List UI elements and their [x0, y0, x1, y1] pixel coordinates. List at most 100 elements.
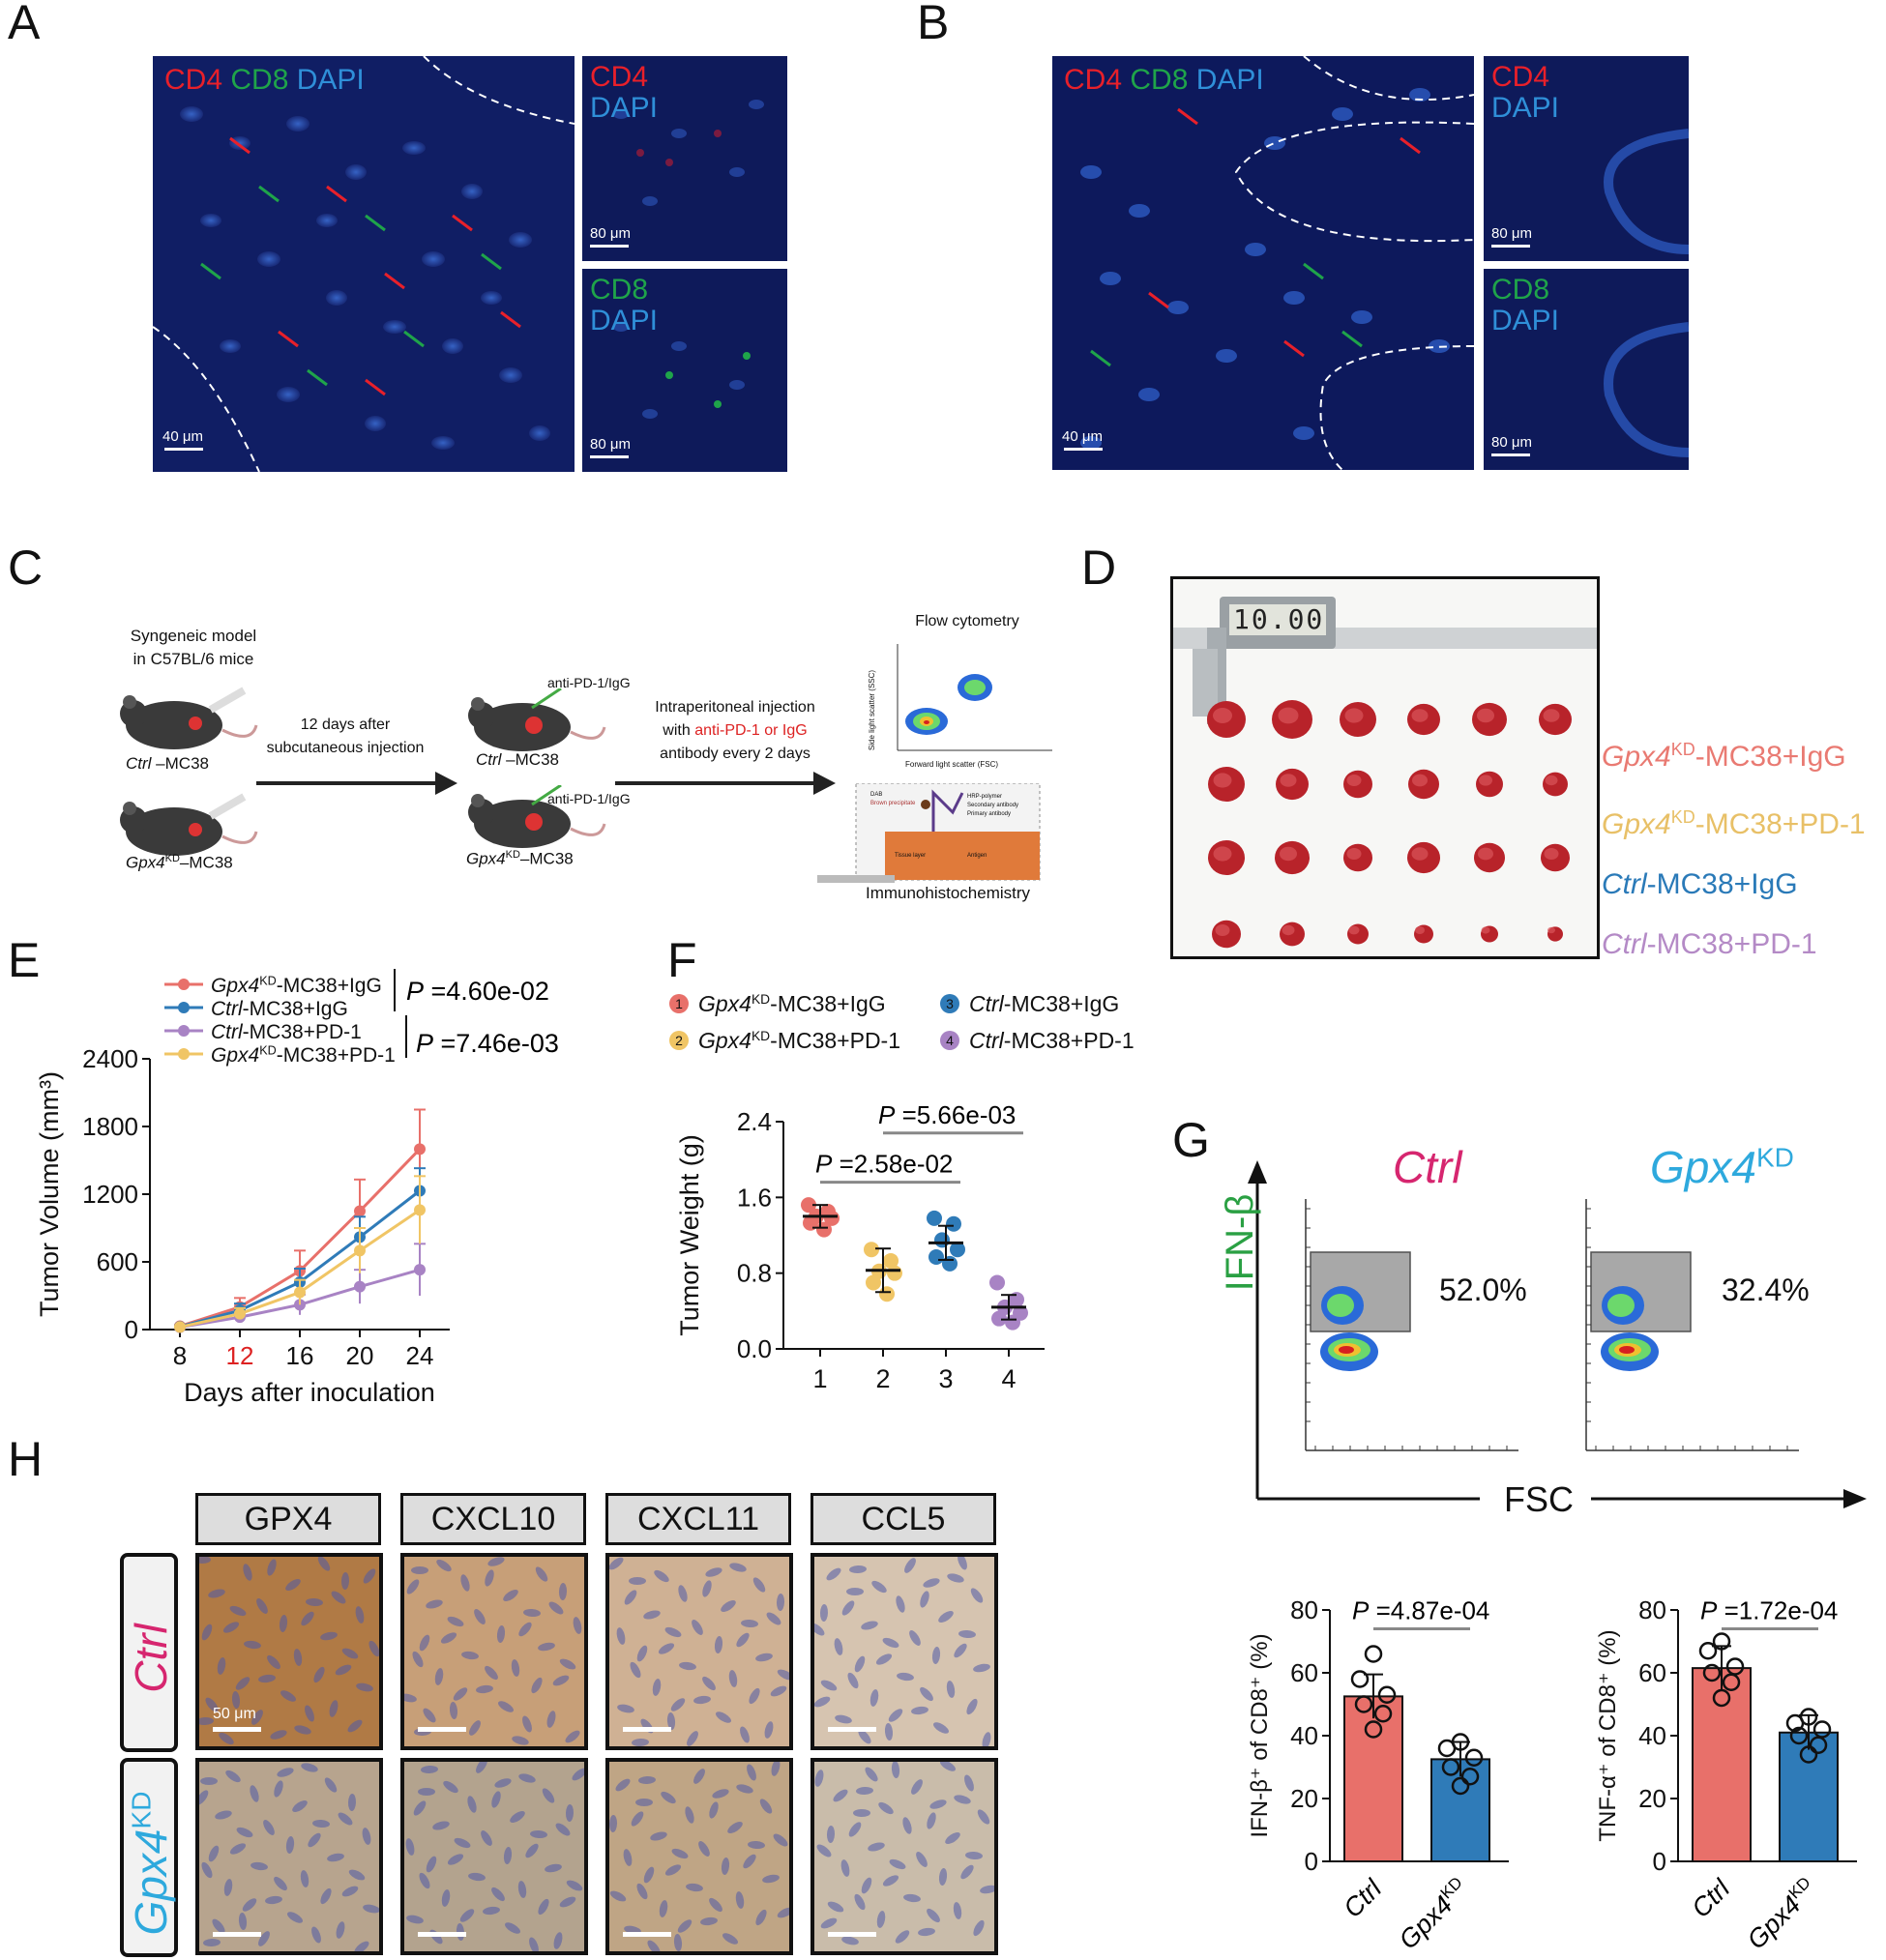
nucleus [274, 1780, 283, 1798]
y-tick-label: 1200 [82, 1180, 138, 1209]
data-point [1785, 1713, 1805, 1733]
panel-a-merged-image: CD4 CD8 DAPI 40 μm [153, 56, 575, 472]
nucleus [702, 1676, 716, 1691]
nucleus [447, 1854, 464, 1865]
data-point [864, 1242, 879, 1258]
a-legend: CD4 CD8 DAPI [164, 64, 365, 96]
nucleus [494, 1778, 512, 1788]
nucleus [671, 1848, 689, 1859]
nucleus [467, 1796, 477, 1813]
nucleus [356, 1682, 373, 1692]
nucleus [692, 1620, 703, 1635]
ihc-image [605, 1758, 793, 1955]
data-point [866, 1274, 881, 1291]
y-axis-label: TNF-α⁺ of CD8⁺ (%) [1595, 1629, 1621, 1841]
ihc-header-gpx4: GPX4 [195, 1493, 381, 1545]
legend-label: Ctrl-MC38+PD-1 [969, 1028, 1135, 1053]
nucleus [736, 1632, 750, 1648]
nucleus [977, 1809, 990, 1825]
nucleus [306, 1597, 323, 1607]
nucleus [834, 1638, 843, 1655]
nucleus [476, 1762, 487, 1773]
data-point [1698, 1642, 1718, 1660]
nucleus [904, 1558, 916, 1573]
nucleus [965, 1851, 983, 1860]
photo-row-label-2: Gpx4KD-MC38+PD-1 [1602, 807, 1866, 840]
nucleus [632, 1738, 649, 1746]
nucleus [849, 1565, 867, 1574]
nucleus [771, 1762, 781, 1776]
nucleus [658, 1643, 675, 1654]
nucleus [716, 1711, 731, 1723]
x-tick-label: Gpx4KD [1741, 1873, 1822, 1953]
mouse-ctrl-treated-icon [468, 688, 606, 751]
scale-bar-label: 80 μm [590, 436, 631, 453]
ihc-image [810, 1758, 998, 1955]
nucleus [954, 1643, 967, 1658]
nucleus [819, 1604, 829, 1622]
nucleus [636, 1883, 648, 1900]
nucleus [623, 1849, 633, 1866]
nucleus [861, 1877, 872, 1894]
nucleus [891, 1762, 900, 1778]
x-tick-label-group: Gpx4KD [1741, 1873, 1822, 1953]
ihc-texture [814, 1557, 991, 1746]
caliper-reading: 10.00 [1233, 603, 1325, 635]
tumor-highlight [1282, 924, 1295, 936]
nucleus [631, 1811, 644, 1827]
nucleus [858, 1729, 871, 1744]
y-tick-label: 2.4 [737, 1107, 772, 1136]
tumor-highlight [1543, 709, 1560, 722]
nucleus [636, 1645, 648, 1662]
scale-bar-label: 80 μm [590, 225, 631, 242]
nucleus [686, 1883, 703, 1892]
flow-ylabel: Side light scatter (SSC) [868, 669, 877, 751]
nucleus [535, 1566, 548, 1582]
tumor-highlight [1412, 774, 1428, 787]
nucleus [335, 1664, 352, 1676]
nucleus [258, 1931, 270, 1946]
nucleus [208, 1589, 225, 1598]
nucleus [827, 1901, 844, 1913]
y-tick-label: 0.0 [737, 1334, 772, 1363]
label-suffix: -MC38+PD-1 [1004, 1028, 1135, 1053]
nucleus [277, 1768, 294, 1777]
b-cd8-legend: CD8 DAPI [1491, 274, 1560, 336]
nucleus [512, 1736, 529, 1745]
nucleus [429, 1929, 443, 1945]
label-prefix: Gpx4 [211, 1044, 259, 1067]
nucleus [871, 1580, 887, 1594]
nucleus [263, 1820, 275, 1835]
nucleus [338, 1812, 353, 1826]
nucleus [629, 1577, 646, 1585]
data-point [414, 1204, 426, 1216]
label-sup: KD [259, 1044, 277, 1058]
nucleus [559, 1658, 576, 1670]
label-suffix: -MC38+IgG [243, 998, 348, 1020]
bar [1343, 1695, 1403, 1862]
nucleus [449, 1702, 458, 1719]
data-point [294, 1299, 306, 1311]
tumor-highlight [1344, 708, 1364, 723]
ctrl-mc38-label: Ctrl –MC38 [126, 754, 209, 773]
nucleus [896, 1595, 905, 1613]
x-tick-label: 16 [286, 1341, 314, 1370]
nucleus [201, 1861, 213, 1879]
ihc-row-label-gpx4: Gpx4KD [120, 1758, 178, 1957]
nucleus [566, 1880, 583, 1891]
y-tick-label: 1.6 [737, 1183, 772, 1212]
nucleus [419, 1872, 430, 1889]
x-tick-label: Ctrl [1338, 1873, 1388, 1923]
tumor-photo-drawing [1173, 579, 1597, 956]
nucleus [770, 1685, 787, 1697]
tumor-weight-chart: 0.0 0.8 1.6 2.4 1 2 3 4 Tumor Weight (g) P =2.58e… [669, 991, 1135, 1393]
ihc-texture [199, 1763, 379, 1951]
nucleus [517, 1881, 527, 1898]
flow-gate [1310, 1251, 1411, 1332]
gpx4-mc38-label: Gpx4KD–MC38 [126, 853, 233, 872]
nucleus [312, 1819, 330, 1828]
nucleus [766, 1612, 781, 1625]
nucleus [555, 1823, 571, 1836]
legend-label: Gpx4KD-MC38+IgG [211, 975, 382, 997]
nucleus [911, 1779, 923, 1795]
